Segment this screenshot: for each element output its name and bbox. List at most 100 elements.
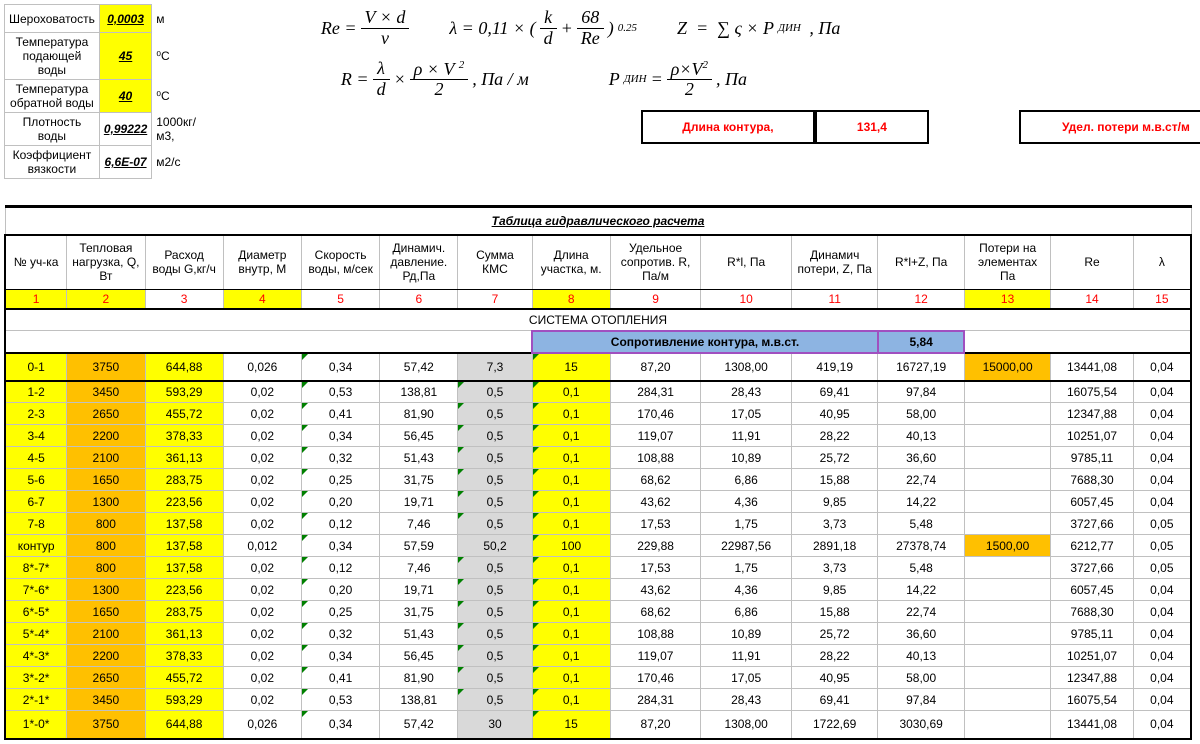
data-cell[interactable]: 0,5 xyxy=(458,447,532,469)
data-cell[interactable]: 3,73 xyxy=(791,513,877,535)
data-cell[interactable]: 0,02 xyxy=(223,601,301,623)
data-cell[interactable]: 138,81 xyxy=(380,689,458,711)
data-cell[interactable]: 15,88 xyxy=(791,469,877,491)
data-cell[interactable]: 3727,66 xyxy=(1051,557,1133,579)
data-cell[interactable]: 361,13 xyxy=(145,447,223,469)
data-cell[interactable]: 0,1 xyxy=(532,513,610,535)
data-cell[interactable]: 7,3 xyxy=(458,353,532,381)
data-cell[interactable]: 22987,56 xyxy=(701,535,792,557)
data-cell[interactable]: 0,5 xyxy=(458,557,532,579)
data-cell[interactable]: контур xyxy=(5,535,67,557)
data-cell[interactable]: 16075,54 xyxy=(1051,689,1133,711)
data-cell[interactable]: 0,02 xyxy=(223,491,301,513)
data-cell[interactable]: 1-2 xyxy=(5,381,67,403)
data-cell[interactable] xyxy=(964,579,1050,601)
data-cell[interactable]: 13441,08 xyxy=(1051,711,1133,739)
data-cell[interactable]: 12347,88 xyxy=(1051,403,1133,425)
data-cell[interactable]: 4*-3* xyxy=(5,645,67,667)
data-cell[interactable]: 0,5 xyxy=(458,513,532,535)
data-cell[interactable]: 10251,07 xyxy=(1051,425,1133,447)
data-cell[interactable]: 56,45 xyxy=(380,425,458,447)
data-cell[interactable]: 5,48 xyxy=(878,557,964,579)
data-cell[interactable]: 0,02 xyxy=(223,447,301,469)
data-cell[interactable]: 4,36 xyxy=(701,491,792,513)
data-cell[interactable]: 97,84 xyxy=(878,381,964,403)
data-cell[interactable]: 3750 xyxy=(67,353,145,381)
data-cell[interactable]: 0,04 xyxy=(1133,353,1191,381)
data-cell[interactable]: 0,1 xyxy=(532,557,610,579)
data-cell[interactable] xyxy=(964,447,1050,469)
data-cell[interactable]: 87,20 xyxy=(610,711,701,739)
data-cell[interactable]: 31,75 xyxy=(380,469,458,491)
data-cell[interactable]: 0,04 xyxy=(1133,711,1191,739)
data-cell[interactable]: 0,53 xyxy=(301,381,379,403)
data-cell[interactable]: 28,22 xyxy=(791,425,877,447)
data-cell[interactable]: 119,07 xyxy=(610,645,701,667)
data-cell[interactable]: 22,74 xyxy=(878,601,964,623)
data-cell[interactable]: 3,73 xyxy=(791,557,877,579)
data-cell[interactable]: 68,62 xyxy=(610,469,701,491)
data-cell[interactable]: 1500,00 xyxy=(964,535,1050,557)
data-cell[interactable]: 0,1 xyxy=(532,601,610,623)
data-cell[interactable]: 0,05 xyxy=(1133,535,1191,557)
data-cell[interactable]: 0,04 xyxy=(1133,645,1191,667)
data-cell[interactable]: 0,32 xyxy=(301,623,379,645)
data-cell[interactable]: 5,48 xyxy=(878,513,964,535)
data-cell[interactable]: 0,1 xyxy=(532,447,610,469)
data-cell[interactable]: 1300 xyxy=(67,579,145,601)
data-cell[interactable]: 361,13 xyxy=(145,623,223,645)
data-cell[interactable]: 0,20 xyxy=(301,491,379,513)
data-cell[interactable]: 138,81 xyxy=(380,381,458,403)
data-cell[interactable]: 14,22 xyxy=(878,579,964,601)
data-cell[interactable]: 10,89 xyxy=(701,623,792,645)
data-cell[interactable]: 3450 xyxy=(67,381,145,403)
param-value[interactable]: 45 xyxy=(99,33,151,80)
data-cell[interactable] xyxy=(964,491,1050,513)
data-cell[interactable]: 3450 xyxy=(67,689,145,711)
param-value[interactable]: 0,0003 xyxy=(99,5,151,33)
data-cell[interactable]: 15000,00 xyxy=(964,353,1050,381)
data-cell[interactable]: 0,12 xyxy=(301,557,379,579)
data-cell[interactable]: 17,53 xyxy=(610,557,701,579)
data-cell[interactable]: 7688,30 xyxy=(1051,601,1133,623)
data-cell[interactable]: 3-4 xyxy=(5,425,67,447)
data-cell[interactable]: 593,29 xyxy=(145,381,223,403)
data-cell[interactable]: 0,5 xyxy=(458,601,532,623)
data-cell[interactable]: 69,41 xyxy=(791,689,877,711)
data-cell[interactable]: 223,56 xyxy=(145,579,223,601)
data-cell[interactable]: 0,02 xyxy=(223,513,301,535)
data-cell[interactable]: 27378,74 xyxy=(878,535,964,557)
data-cell[interactable]: 378,33 xyxy=(145,645,223,667)
data-cell[interactable]: 9,85 xyxy=(791,579,877,601)
data-cell[interactable] xyxy=(964,513,1050,535)
data-cell[interactable]: 6,86 xyxy=(701,601,792,623)
data-cell[interactable]: 40,95 xyxy=(791,667,877,689)
data-cell[interactable]: 284,31 xyxy=(610,689,701,711)
data-cell[interactable]: 57,42 xyxy=(380,711,458,739)
data-cell[interactable]: 0,41 xyxy=(301,403,379,425)
data-cell[interactable]: 0,02 xyxy=(223,469,301,491)
data-cell[interactable]: 12347,88 xyxy=(1051,667,1133,689)
data-cell[interactable]: 0,04 xyxy=(1133,403,1191,425)
data-cell[interactable] xyxy=(964,403,1050,425)
data-cell[interactable]: 800 xyxy=(67,535,145,557)
data-cell[interactable]: 6-7 xyxy=(5,491,67,513)
data-cell[interactable]: 25,72 xyxy=(791,447,877,469)
data-cell[interactable]: 43,62 xyxy=(610,491,701,513)
data-cell[interactable]: 1,75 xyxy=(701,513,792,535)
data-cell[interactable] xyxy=(964,425,1050,447)
data-cell[interactable] xyxy=(964,689,1050,711)
data-cell[interactable] xyxy=(964,557,1050,579)
data-cell[interactable]: 284,31 xyxy=(610,381,701,403)
data-cell[interactable]: 229,88 xyxy=(610,535,701,557)
data-cell[interactable]: 2200 xyxy=(67,645,145,667)
data-cell[interactable]: 4,36 xyxy=(701,579,792,601)
data-cell[interactable]: 7-8 xyxy=(5,513,67,535)
data-cell[interactable]: 800 xyxy=(67,557,145,579)
data-cell[interactable]: 16727,19 xyxy=(878,353,964,381)
data-cell[interactable]: 17,05 xyxy=(701,667,792,689)
data-cell[interactable]: 0,04 xyxy=(1133,689,1191,711)
data-cell[interactable]: 137,58 xyxy=(145,557,223,579)
data-cell[interactable]: 5-6 xyxy=(5,469,67,491)
data-cell[interactable]: 0,02 xyxy=(223,557,301,579)
